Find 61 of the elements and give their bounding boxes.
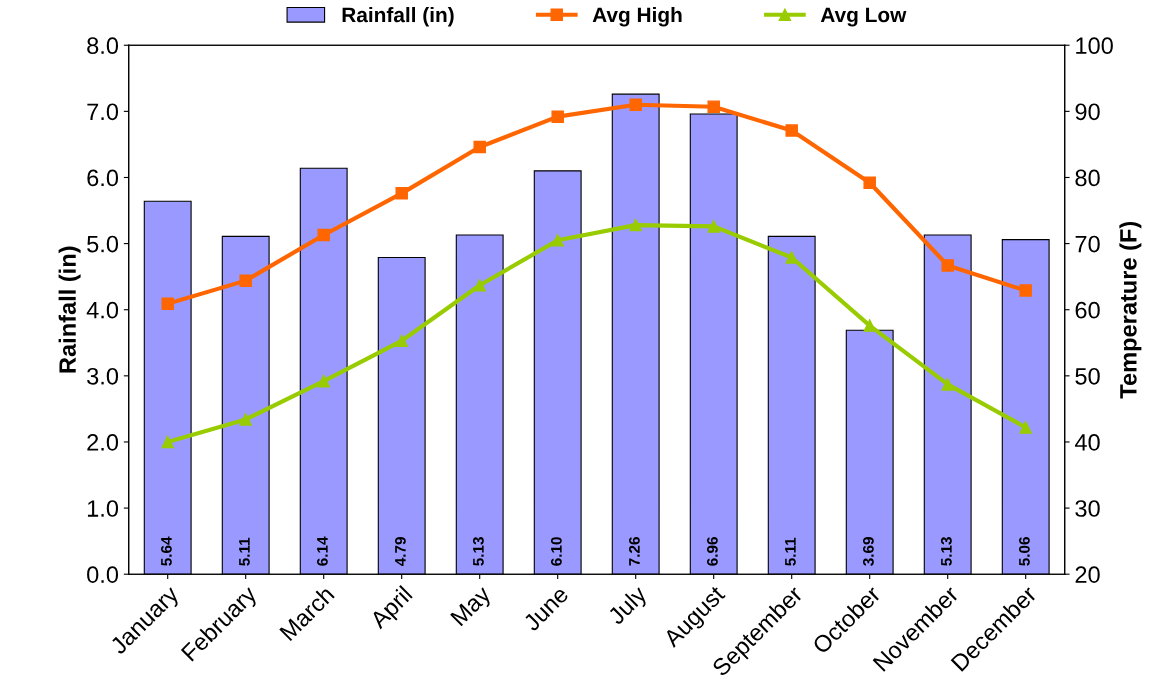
- y2-tick-label: 90: [1075, 103, 1100, 121]
- point: [707, 100, 720, 113]
- point: [473, 279, 486, 292]
- point: [551, 110, 564, 123]
- x-tick-label: July: [606, 583, 652, 629]
- data-label: 4.79: [394, 537, 406, 567]
- data-label: 5.06: [1018, 537, 1030, 566]
- y-tick-label: 6.0: [87, 169, 119, 187]
- point: [1019, 284, 1032, 297]
- point: [785, 251, 798, 264]
- point: [629, 218, 642, 232]
- x-tick-label: May: [450, 584, 496, 630]
- y-tick-label: 1.0: [87, 500, 119, 517]
- legend-label: Avg Low: [820, 7, 907, 27]
- point: [317, 228, 330, 242]
- point: [551, 234, 564, 247]
- y-tick-label: 3.0: [87, 367, 119, 385]
- point: [863, 319, 876, 332]
- point: [941, 259, 954, 272]
- point: [629, 98, 642, 111]
- point: [395, 334, 408, 348]
- y2-tick-label: 100: [1076, 37, 1113, 55]
- point: [1019, 421, 1032, 434]
- y-tick-label: 5.0: [87, 235, 119, 253]
- legend-label: Avg High: [592, 6, 682, 27]
- data-label: 6.14: [316, 536, 328, 566]
- y2-axis-title: Temperature (F): [1119, 221, 1142, 399]
- y2-tick-label: 70: [1075, 235, 1100, 253]
- y2-tick-label: 20: [1075, 566, 1100, 583]
- data-label: 6.96: [706, 537, 718, 566]
- legend-label: Rainfall (in): [342, 6, 454, 27]
- y-tick-label: 4.0: [86, 301, 119, 319]
- y-axis-title: Rainfall (in): [58, 246, 81, 373]
- y2-tick-label: 30: [1075, 500, 1100, 517]
- data-label: 5.13: [472, 537, 484, 566]
- y-tick-label: 8.0: [87, 37, 119, 55]
- y-tick-label: 7.0: [87, 103, 119, 121]
- point: [161, 297, 174, 311]
- point: [863, 176, 876, 190]
- point: [239, 274, 252, 287]
- data-label: 6.10: [550, 537, 562, 566]
- data-label: 5.11: [239, 537, 250, 566]
- y-tick-label: 0.0: [87, 566, 119, 583]
- y2-tick-label: 50: [1075, 367, 1100, 385]
- y2-tick-label: 60: [1075, 301, 1100, 319]
- point: [707, 220, 720, 233]
- data-label: 5.11: [785, 537, 796, 566]
- data-label: 7.26: [628, 537, 640, 566]
- point: [395, 187, 408, 200]
- point: [473, 140, 486, 154]
- data-label: 5.13: [940, 537, 952, 566]
- point: [785, 124, 798, 137]
- point: [941, 378, 954, 391]
- y2-tick-label: 40: [1074, 434, 1100, 451]
- data-label: 3.69: [862, 537, 874, 566]
- point: [239, 413, 252, 426]
- data-label: 5.64: [160, 536, 172, 566]
- y-tick-label: 2.0: [87, 434, 119, 451]
- point: [161, 435, 174, 449]
- point: [317, 374, 330, 388]
- y2-tick-label: 80: [1075, 169, 1100, 187]
